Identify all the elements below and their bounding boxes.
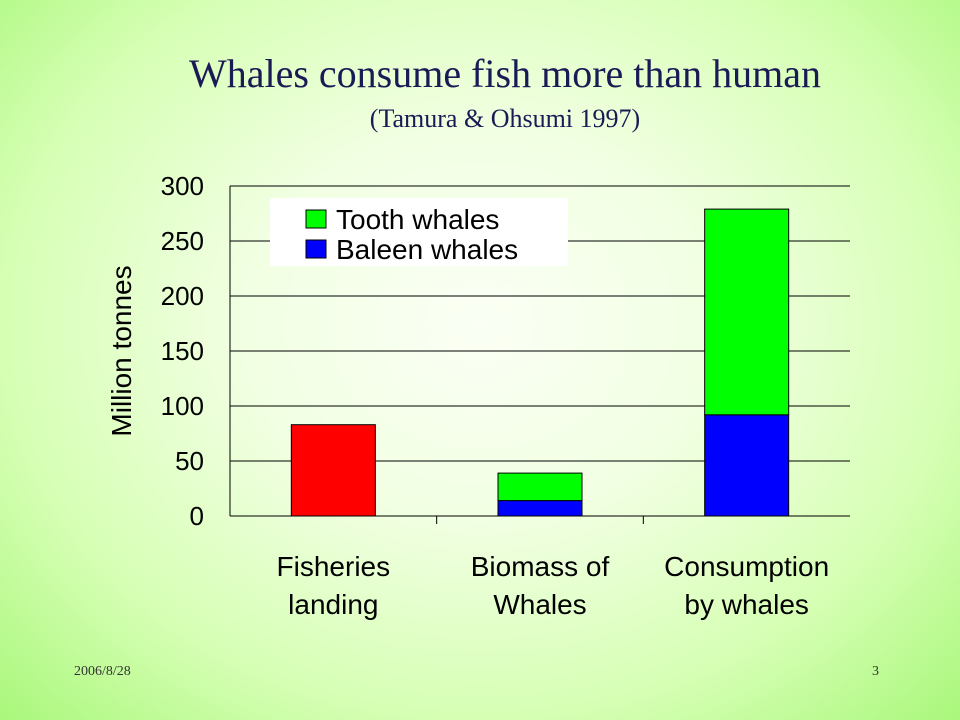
legend-swatch-baleen_whales <box>305 239 327 259</box>
x-tick-label: Consumption <box>664 551 829 582</box>
x-tick-label: Whales <box>493 589 586 620</box>
y-axis-label: Million tonnes <box>106 265 137 436</box>
x-tick-label: Fisheries <box>277 551 391 582</box>
y-tick-label: 200 <box>161 281 204 311</box>
x-tick-label: by whales <box>684 589 809 620</box>
page-number: 3 <box>872 664 879 679</box>
bar-tooth_whales <box>704 208 790 416</box>
y-tick-label: 100 <box>161 391 204 421</box>
legend-label: Baleen whales <box>336 234 518 265</box>
legend-label: Tooth whales <box>336 204 499 235</box>
bar-baleen_whales <box>704 414 790 517</box>
y-tick-label: 150 <box>161 336 204 366</box>
bar-baleen_whales <box>497 500 583 517</box>
bar-fisheries <box>290 424 376 517</box>
slide-subtitle: (Tamura & Ohsumi 1997) <box>369 104 641 133</box>
y-tick-label: 50 <box>175 446 204 476</box>
slide-title: Whales consume fish more than human <box>188 51 822 96</box>
x-tick-label: Biomass of <box>471 551 610 582</box>
bar-tooth_whales <box>497 472 583 502</box>
footer-date: 2006/8/28 <box>74 664 131 679</box>
y-tick-label: 300 <box>161 171 204 201</box>
x-tick-label: landing <box>288 589 378 620</box>
legend-swatch-tooth_whales <box>305 209 327 229</box>
y-tick-label: 250 <box>161 226 204 256</box>
y-tick-label: 0 <box>190 501 204 531</box>
